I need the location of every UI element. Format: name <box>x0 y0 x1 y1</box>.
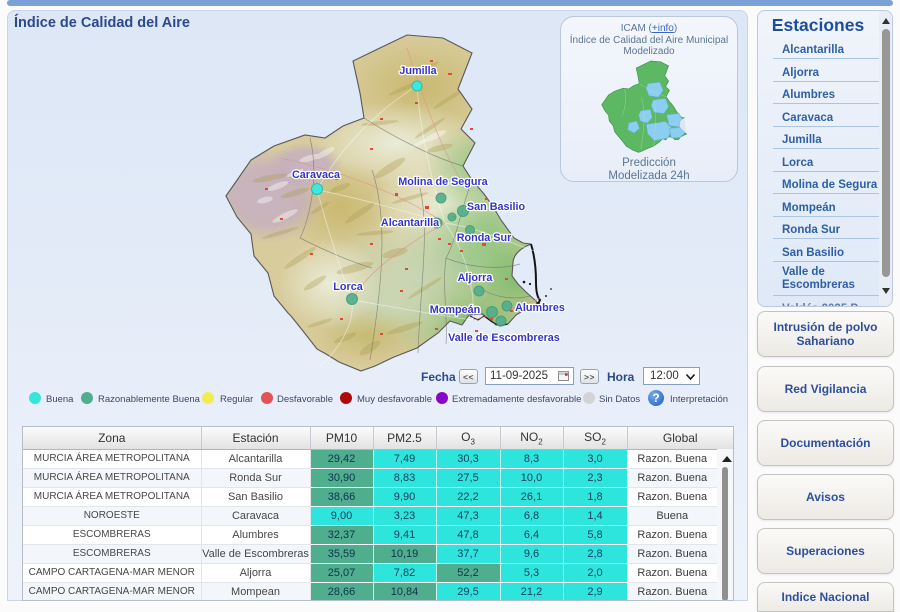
svg-text:Ronda Sur: Ronda Sur <box>457 232 512 244</box>
svg-text:Valle de Escombreras: Valle de Escombreras <box>448 332 560 344</box>
svg-text:San Basilio: San Basilio <box>467 201 526 213</box>
svg-text:Jumilla: Jumilla <box>399 65 437 77</box>
svg-text:Caravaca: Caravaca <box>292 169 341 181</box>
svg-text:Alcantarilla: Alcantarilla <box>381 217 440 229</box>
svg-text:Lorca: Lorca <box>333 281 363 293</box>
svg-text:Molina de Segura: Molina de Segura <box>398 176 488 188</box>
svg-text:Mompeán: Mompeán <box>430 304 480 316</box>
svg-text:Alumbres: Alumbres <box>515 302 565 314</box>
svg-text:Aljorra: Aljorra <box>458 272 494 284</box>
